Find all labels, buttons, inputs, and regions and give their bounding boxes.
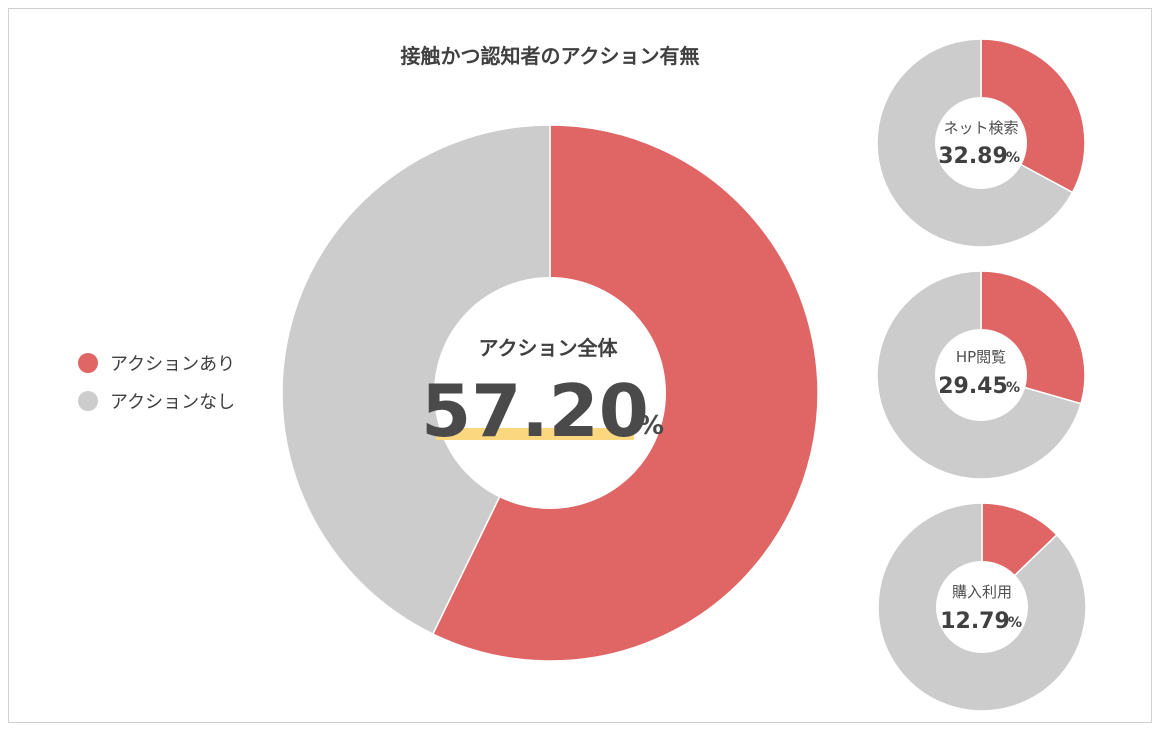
donut-purchase-unit: % <box>1008 615 1022 631</box>
main-donut-label: アクション全体 <box>479 336 619 360</box>
donut-hp-view-value: 29.45 <box>938 374 1008 399</box>
donut-net-search-value: 32.89 <box>938 144 1008 169</box>
donut-net-search-label: ネット検索 <box>943 119 1018 137</box>
main-donut-value: 57.20 <box>421 369 649 453</box>
donut-purchase-label: 購入利用 <box>952 583 1012 601</box>
donut-hp-view-hole <box>935 329 1027 421</box>
legend-swatch-action-yes <box>78 353 98 373</box>
main-donut-slice-action-no <box>281 124 551 636</box>
main-donut-unit: % <box>638 411 664 441</box>
donut-net-search <box>876 38 1086 248</box>
donut-net-search-hole <box>935 97 1027 189</box>
donut-purchase <box>877 502 1087 712</box>
legend: アクションあり アクションなし <box>78 344 235 420</box>
donut-purchase-hole <box>936 561 1028 653</box>
legend-label-action-no: アクションなし <box>110 392 236 413</box>
chart-frame <box>8 8 1152 723</box>
legend-swatch-action-no <box>78 391 98 411</box>
donut-hp-view <box>876 270 1086 480</box>
donut-net-search-unit: % <box>1006 150 1020 166</box>
donut-hp-view-unit: % <box>1006 380 1020 396</box>
main-donut-hole <box>434 277 666 509</box>
legend-item-action-no: アクションなし <box>78 382 235 420</box>
chart-title: 接触かつ認知者のアクション有無 <box>400 44 700 68</box>
legend-item-action-yes: アクションあり <box>78 344 235 382</box>
legend-label-action-yes: アクションあり <box>110 354 236 375</box>
main-donut <box>281 124 819 662</box>
donut-hp-view-label: HP閲覧 <box>956 348 1006 366</box>
donut-purchase-value: 12.79 <box>940 609 1010 634</box>
value-highlight-bar <box>436 428 634 440</box>
